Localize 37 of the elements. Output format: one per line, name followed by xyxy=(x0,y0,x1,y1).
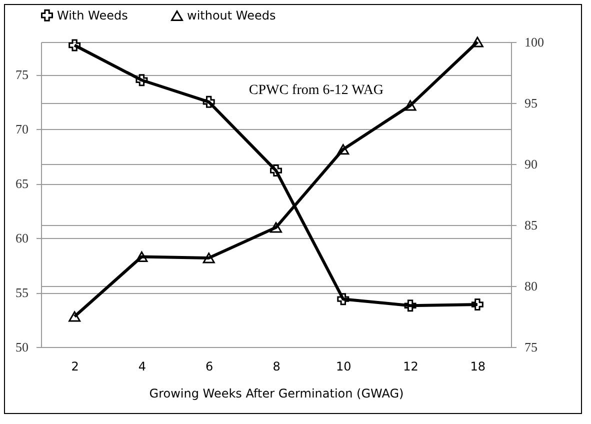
x-tick-label: 10 xyxy=(336,360,352,374)
point xyxy=(270,222,282,233)
point xyxy=(68,39,81,52)
y2-tick-label: 80 xyxy=(524,278,538,294)
x-tick-label: 12 xyxy=(403,360,418,374)
point xyxy=(404,300,416,312)
point xyxy=(136,74,148,86)
point xyxy=(471,298,484,311)
x-tick-label: 8 xyxy=(272,360,280,374)
x-tick-label: 18 xyxy=(470,360,486,374)
y-tick-label: 75 xyxy=(16,67,28,82)
y2-tick-label: 95 xyxy=(524,96,538,110)
point xyxy=(471,36,484,48)
point xyxy=(202,252,215,264)
legend-label: With Weeds xyxy=(57,8,128,22)
y2-tick-label: 100 xyxy=(524,34,544,50)
y-tick-label: 70 xyxy=(16,122,28,137)
x-tick-label: 2 xyxy=(71,360,79,374)
point xyxy=(68,311,81,322)
point xyxy=(136,251,148,262)
point xyxy=(337,144,350,155)
legend-label: without Weeds xyxy=(187,8,276,23)
point xyxy=(337,293,350,306)
y2-tick-label: 85 xyxy=(524,218,538,232)
y2-tick-label: 75 xyxy=(524,340,538,354)
y2-tick-label: 90 xyxy=(524,156,538,172)
annotation: CPWC from 6-12 WAG xyxy=(248,82,384,98)
y-tick-label: 50 xyxy=(16,340,28,354)
x-tick-label: 4 xyxy=(138,360,146,374)
point xyxy=(202,96,215,108)
y-tick-label: 55 xyxy=(16,285,28,300)
y-tick-label: 60 xyxy=(16,230,28,246)
point xyxy=(404,100,416,111)
point xyxy=(270,164,282,177)
x-axis-title: Growing Weeks After Germination (GWAG) xyxy=(149,386,404,400)
y-tick-label: 65 xyxy=(16,176,28,192)
x-tick-label: 6 xyxy=(206,360,214,374)
